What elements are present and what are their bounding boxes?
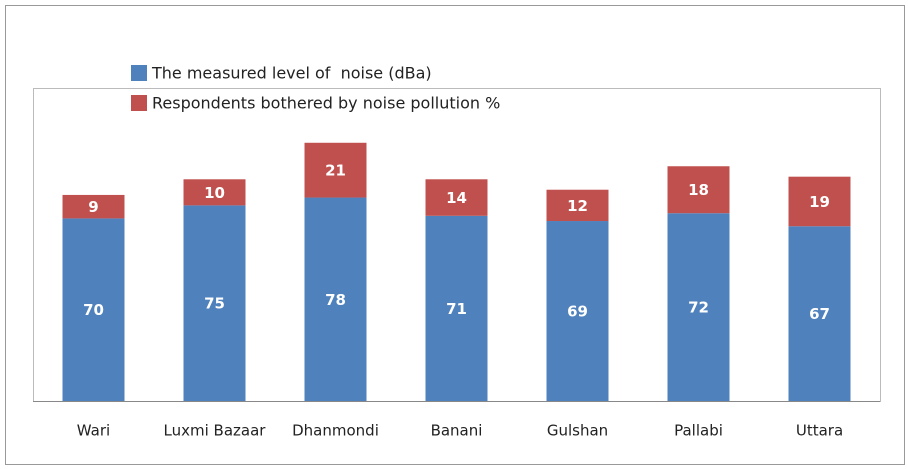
bar-segment — [667, 213, 730, 401]
data-label: 19 — [809, 193, 830, 211]
bar-segment — [425, 179, 488, 216]
data-label: 10 — [204, 184, 225, 202]
bar-segment — [304, 142, 367, 198]
data-label: 9 — [88, 198, 98, 216]
data-label: 70 — [83, 301, 104, 319]
bar-segment — [546, 221, 609, 401]
legend-label: Respondents bothered by noise pollution … — [152, 94, 500, 113]
legend-swatch — [131, 95, 147, 111]
x-tick-label: Wari — [77, 422, 110, 440]
legend-label: The measured level of noise (dBa) — [151, 64, 432, 83]
bar-segment — [183, 179, 246, 206]
bar-segment — [62, 194, 125, 219]
x-tick-label: Luxmi Bazaar — [164, 422, 267, 440]
x-tick-label: Pallabi — [674, 422, 723, 440]
data-label: 21 — [325, 162, 346, 180]
x-tick-label: Dhanmondi — [292, 422, 379, 440]
bar-segment — [667, 166, 730, 214]
data-label: 18 — [688, 181, 709, 199]
data-label: 12 — [567, 197, 588, 215]
x-tick-label: Banani — [431, 422, 483, 440]
bar-segment — [304, 197, 367, 401]
legend-swatch — [131, 65, 147, 81]
bar-segment — [62, 218, 125, 401]
bar-segment — [546, 189, 609, 222]
data-label: 71 — [446, 300, 467, 318]
bar-segment — [183, 205, 246, 401]
data-label: 72 — [688, 299, 709, 317]
bar-segment — [425, 215, 488, 401]
data-label: 75 — [204, 295, 225, 313]
data-label: 67 — [809, 305, 830, 323]
data-label: 69 — [567, 303, 588, 321]
data-label: 14 — [446, 189, 467, 207]
x-tick-label: Gulshan — [547, 422, 608, 440]
data-label: 78 — [325, 291, 346, 309]
bar-segment — [788, 176, 851, 227]
bar-segment — [788, 226, 851, 401]
x-tick-label: Uttara — [796, 422, 843, 440]
